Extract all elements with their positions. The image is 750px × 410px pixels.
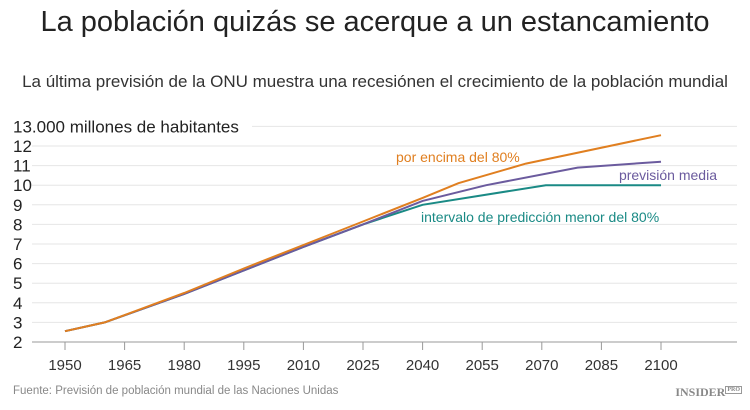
y-tick-label: 12 <box>13 137 32 156</box>
x-tick-label: 2010 <box>287 357 320 374</box>
x-tick-label: 1980 <box>168 357 201 374</box>
series-label: por encima del 80% <box>396 149 520 165</box>
y-tick-label: 11 <box>13 157 31 176</box>
y-axis-top-label: 13.000 millones de habitantes <box>13 117 239 136</box>
y-tick-label: 10 <box>13 176 32 195</box>
y-tick-label: 7 <box>13 235 22 254</box>
y-tick-label: 2 <box>13 333 22 352</box>
series-label: previsión media <box>619 167 717 183</box>
x-tick-label: 1965 <box>108 357 141 374</box>
x-tick-label: 2040 <box>406 357 439 374</box>
insider-pro-logo: INSIDER PRO <box>675 385 742 400</box>
x-tick-label: 2100 <box>644 357 677 374</box>
x-tick-label: 2085 <box>585 357 618 374</box>
y-tick-label: 3 <box>13 313 22 332</box>
x-tick-label: 2070 <box>525 357 558 374</box>
logo-text: INSIDER <box>675 385 726 399</box>
series-line-0 <box>64 184 661 333</box>
y-tick-label: 4 <box>13 294 22 313</box>
series-line-2 <box>64 134 662 333</box>
series-line-1 <box>64 160 662 333</box>
source-note: Fuente: Previsión de población mundial d… <box>13 385 339 397</box>
y-tick-label: 8 <box>13 215 22 234</box>
y-tick-label: 6 <box>13 255 22 274</box>
y-tick-label: 5 <box>13 274 22 293</box>
x-tick-label: 1950 <box>48 357 81 374</box>
x-tick-label: 1995 <box>227 357 260 374</box>
series-label: intervalo de predicción menor del 80% <box>421 209 659 225</box>
chart-title: La población quizás se acerque a un esta… <box>40 6 710 38</box>
x-tick-label: 2055 <box>466 357 499 374</box>
x-tick-label: 2025 <box>346 357 379 374</box>
y-tick-label: 9 <box>13 196 22 215</box>
logo-sup: PRO <box>725 386 742 394</box>
chart-subtitle: La última previsión de la ONU muestra un… <box>22 72 728 91</box>
